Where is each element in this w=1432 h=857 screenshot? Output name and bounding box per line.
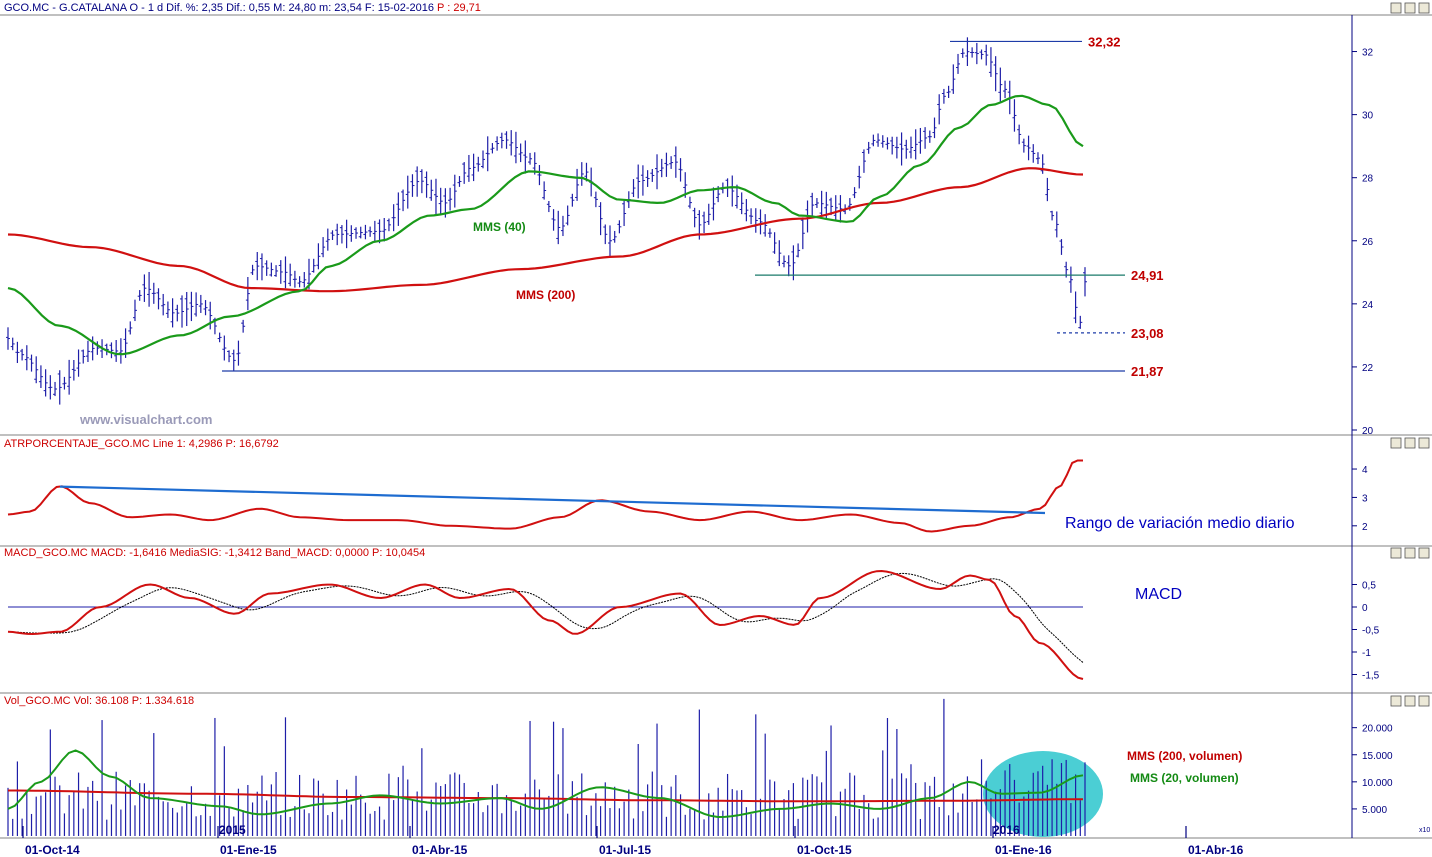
maximize-icon[interactable]	[1404, 547, 1416, 559]
atr-lines	[7, 459, 1083, 533]
atr-trendline	[59, 485, 1046, 515]
price-y-tick-label: 22	[1362, 363, 1374, 374]
macd-line	[7, 569, 1084, 680]
date-tick-label: 01-Jul-15	[599, 843, 651, 857]
macd-y-tick-label: 0,5	[1362, 581, 1376, 592]
mms40-line	[7, 94, 1084, 356]
close-icon[interactable]	[1418, 547, 1430, 559]
vol-mms200-line	[8, 789, 1083, 803]
price-y-tick-label: 20	[1362, 426, 1374, 437]
year-label: 2016	[993, 823, 1020, 837]
macd-note-label: MACD	[1135, 586, 1182, 603]
price-y-tick-label: 24	[1362, 300, 1374, 311]
level-label: 32,32	[1088, 34, 1121, 49]
axes: 20 22 24 26 28 30 32 2 3 4 -1,5 -1 -0,5 0 0,5 5.000 10.0…	[22, 48, 1393, 857]
volume-y-tick-label: 10.000	[1362, 778, 1393, 789]
price-header-part: GCO.MC - G.CATALANA O - 1 d Dif. %: 2,35…	[4, 2, 437, 14]
level-label: 23,08	[1131, 326, 1164, 341]
volume-panel-header: Vol_GCO.MC Vol: 36.108 P: 1.334.618	[4, 695, 194, 707]
price-y-tick-label: 32	[1362, 48, 1374, 59]
volume-bars	[7, 698, 1103, 837]
date-tick-label: 01-Abr-16	[1188, 843, 1244, 857]
mms200-label: MMS (200)	[516, 288, 575, 302]
date-tick-label: 01-Oct-15	[797, 843, 852, 857]
atr-panel-header: ATRPORCENTAJE_GCO.MC Line 1: 4,2986 P: 1…	[4, 438, 279, 450]
volume-y-tick-label: 15.000	[1362, 751, 1393, 762]
macd-panel-window-buttons[interactable]	[1390, 547, 1430, 559]
price-header-last: P : 29,71	[437, 2, 481, 14]
close-icon[interactable]	[1418, 2, 1430, 14]
atr-panel-window-buttons[interactable]	[1390, 437, 1430, 449]
year-label: 2015	[219, 823, 246, 837]
atr-y-tick-label: 3	[1362, 493, 1368, 504]
vol-mms200-label: MMS (200, volumen)	[1127, 749, 1242, 763]
date-tick-label: 01-Ene-16	[995, 843, 1052, 857]
volume-y-tick-label: 5.000	[1362, 805, 1387, 816]
price-y-tick-label: 30	[1362, 111, 1374, 122]
price-moving-averages	[7, 94, 1084, 356]
macd-y-tick-label: -1,5	[1362, 671, 1380, 682]
volume-y-tick-label: 20.000	[1362, 724, 1393, 735]
macd-signal-line	[7, 572, 1084, 663]
price-panel-window-buttons[interactable]	[1390, 2, 1430, 14]
date-tick-label: 01-Abr-15	[412, 843, 468, 857]
macd-lines	[7, 569, 1084, 680]
mms200-line	[7, 167, 1084, 293]
level-label: 24,91	[1131, 268, 1164, 283]
price-panel-header: GCO.MC - G.CATALANA O - 1 d Dif. %: 2,35…	[4, 2, 481, 14]
watermark: www.visualchart.com	[79, 412, 212, 427]
mms40-label: MMS (40)	[473, 220, 526, 234]
volume-scale-label: x10	[1419, 827, 1430, 834]
atr-y-tick-label: 4	[1362, 465, 1368, 476]
vol-mms20-label: MMS (20, volumen)	[1130, 771, 1239, 785]
maximize-icon[interactable]	[1404, 437, 1416, 449]
volume-panel-window-buttons[interactable]	[1390, 695, 1430, 707]
price-y-tick-label: 26	[1362, 237, 1374, 248]
minimize-icon[interactable]	[1390, 695, 1402, 707]
atr-y-tick-label: 2	[1362, 522, 1368, 533]
macd-y-tick-label: -0,5	[1362, 626, 1380, 637]
atr-line	[7, 459, 1083, 533]
close-icon[interactable]	[1418, 695, 1430, 707]
vol-mms20-line	[7, 749, 1084, 819]
date-tick-label: 01-Ene-15	[220, 843, 277, 857]
close-icon[interactable]	[1418, 437, 1430, 449]
minimize-icon[interactable]	[1390, 2, 1402, 14]
macd-panel-header: MACD_GCO.MC MACD: -1,6416 MediaSIG: -1,3…	[4, 547, 425, 559]
maximize-icon[interactable]	[1404, 695, 1416, 707]
minimize-icon[interactable]	[1390, 437, 1402, 449]
minimize-icon[interactable]	[1390, 547, 1402, 559]
atr-note-label: Rango de variación medio diario	[1065, 515, 1295, 532]
maximize-icon[interactable]	[1404, 2, 1416, 14]
price-levels: 32,32 24,91 23,08 21,87	[222, 34, 1164, 379]
price-bars	[6, 37, 1087, 405]
date-tick-label: 01-Oct-14	[25, 843, 80, 857]
macd-y-tick-label: -1	[1362, 648, 1371, 659]
level-label: 21,87	[1131, 364, 1164, 379]
macd-y-tick-label: 0	[1362, 603, 1368, 614]
price-y-tick-label: 28	[1362, 174, 1374, 185]
